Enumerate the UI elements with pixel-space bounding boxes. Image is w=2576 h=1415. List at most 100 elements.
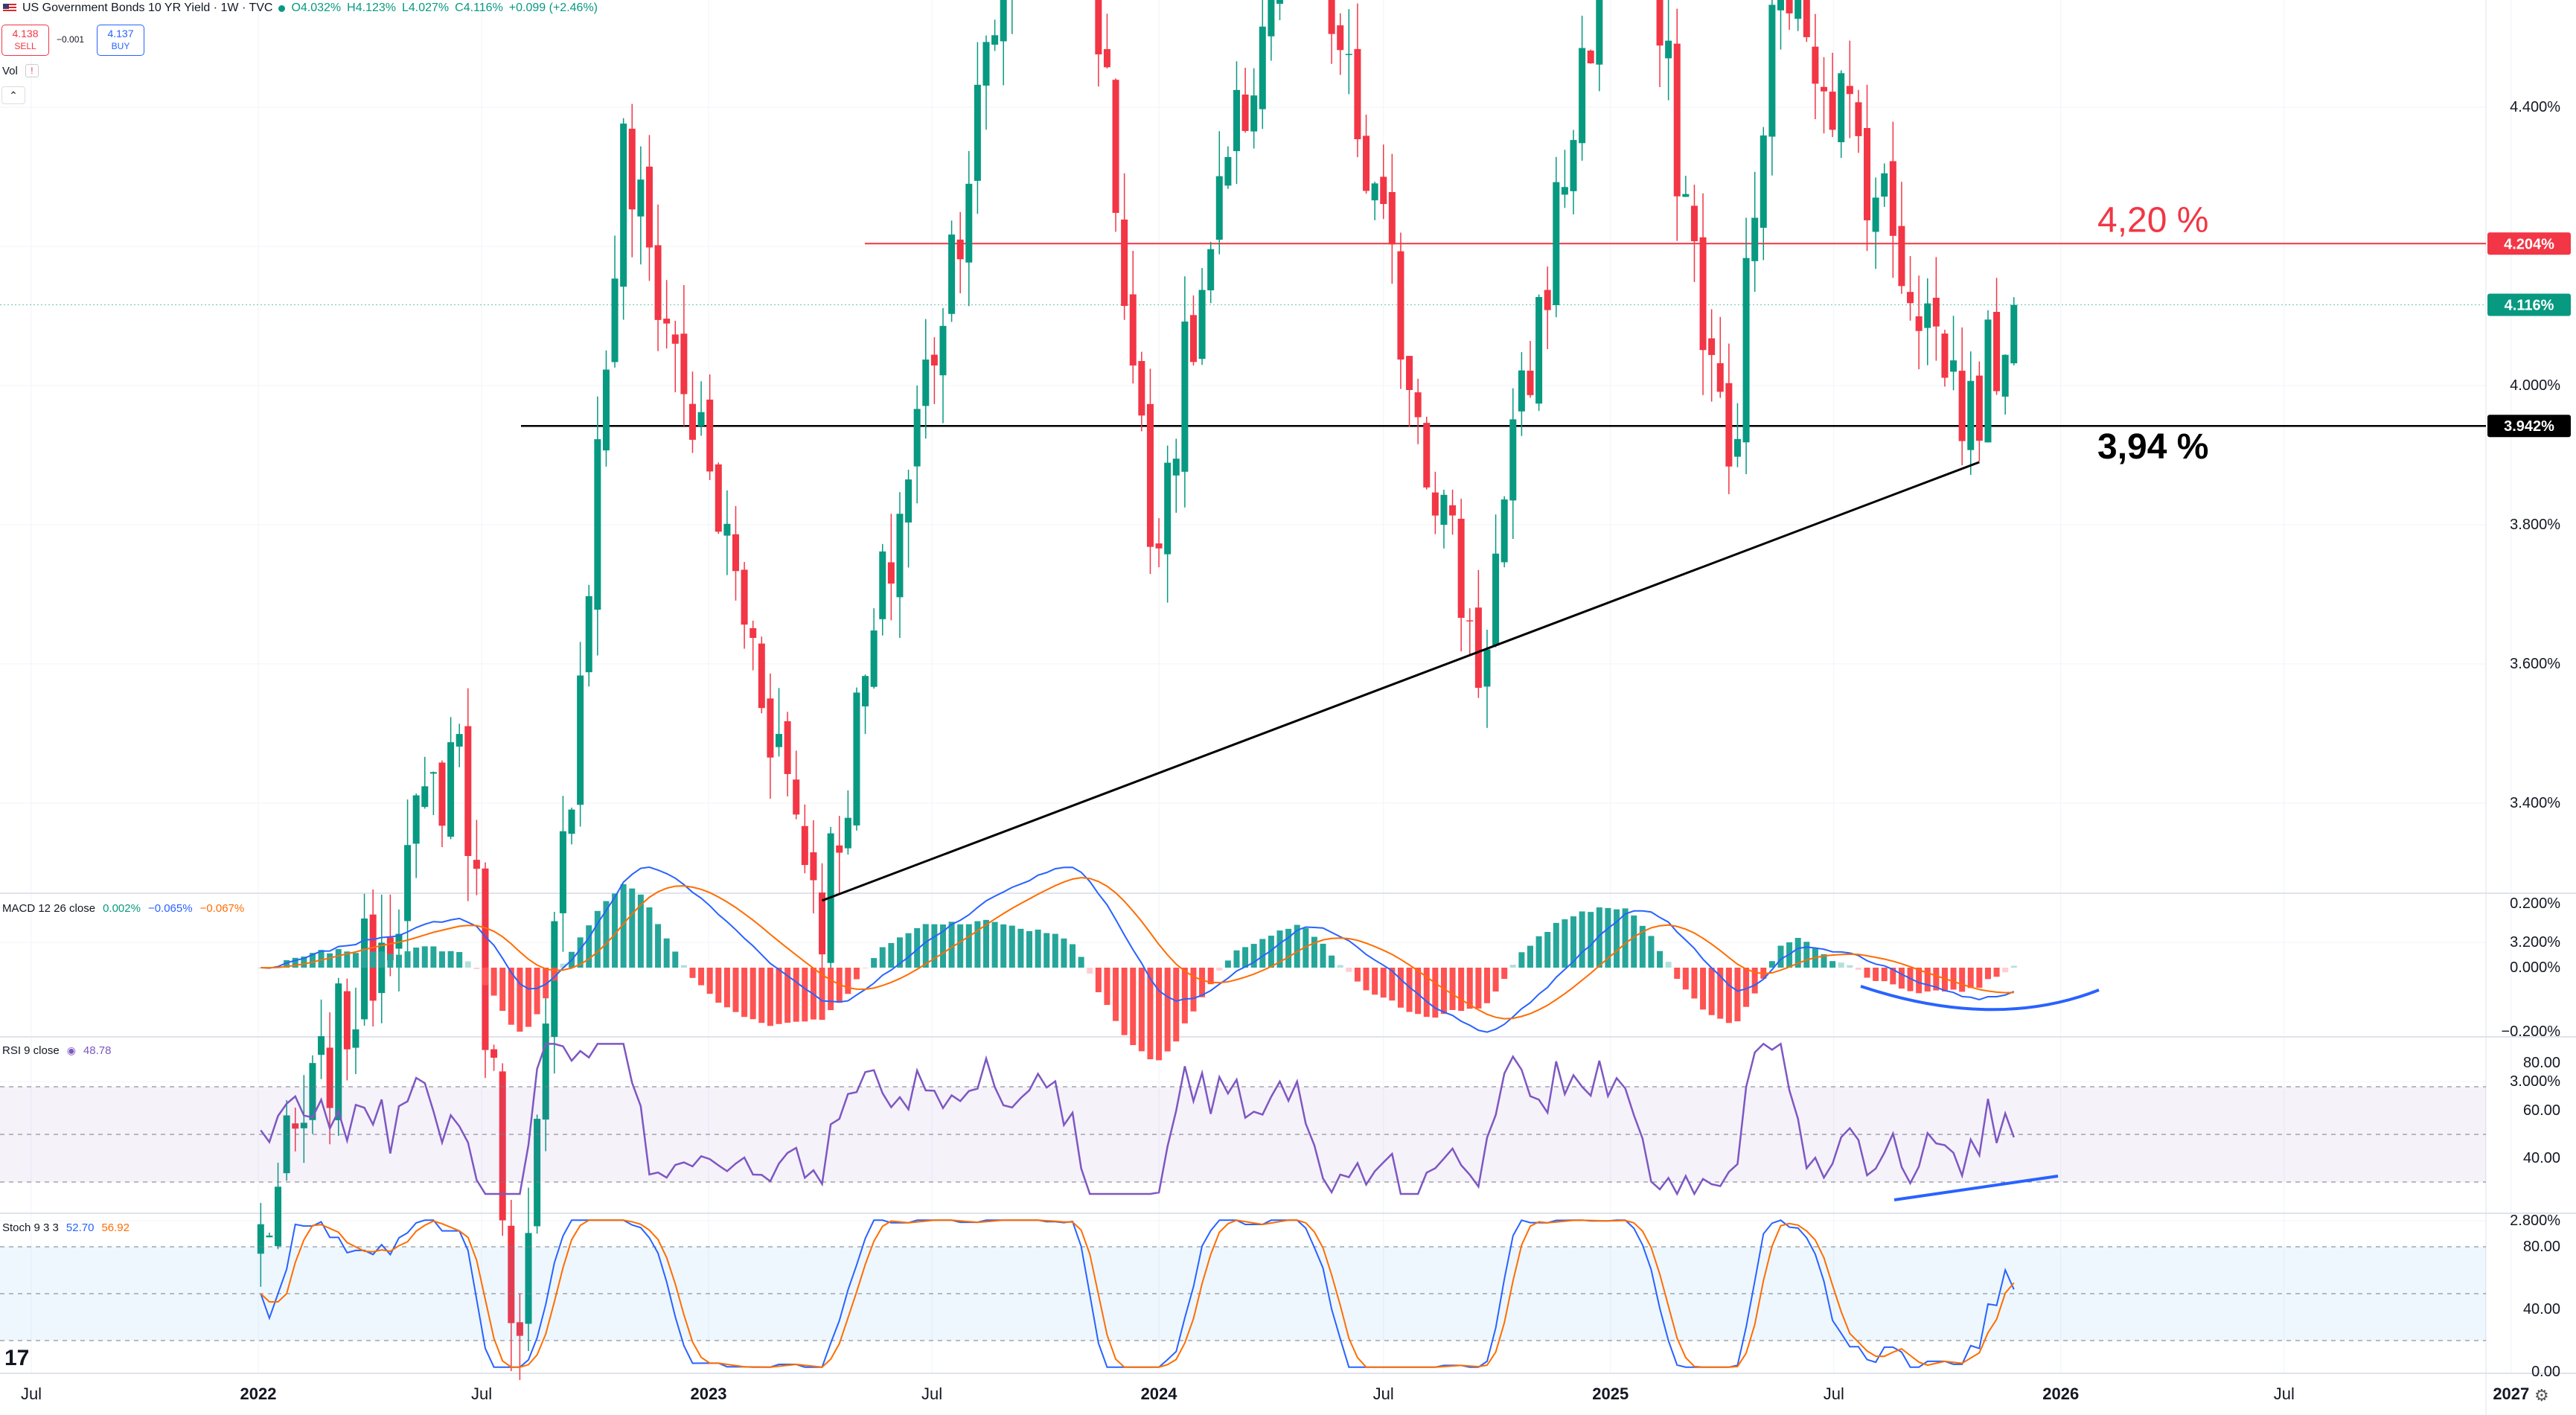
stoch-tick-label: 0.00	[2531, 1364, 2560, 1380]
candle-body	[1786, 0, 1793, 14]
candle-body	[1371, 183, 1378, 201]
macd-histogram-bar	[318, 950, 325, 968]
macd-histogram-bar	[284, 959, 290, 968]
collapse-legend-button[interactable]: ⌃	[1, 86, 25, 104]
macd-histogram-bar	[1941, 968, 1948, 991]
volume-hidden-icon[interactable]: !	[25, 64, 39, 77]
time-axis[interactable]: Jul 2022 Jul 2023 Jul 2024 Jul 2025 Jul 2026 Jul 20…	[21, 1384, 2529, 1403]
macd-histogram-bar	[1164, 968, 1171, 1052]
candle-body	[750, 627, 757, 638]
macd-histogram-bar	[1276, 930, 1283, 968]
macd-histogram-bar	[1829, 961, 1836, 968]
signal-line	[261, 877, 2014, 1020]
macd-histogram-bar	[1855, 968, 1861, 970]
macd-histogram-bar	[1458, 968, 1465, 1012]
candle-body	[1388, 192, 1396, 245]
eye-icon[interactable]: ◉	[66, 1044, 76, 1056]
candle-body	[1855, 102, 1862, 136]
macd-histogram-bar	[1700, 968, 1707, 1010]
candle-body	[1449, 505, 1457, 516]
macd-histogram-bar	[758, 968, 765, 1023]
candle-body	[283, 1115, 290, 1174]
candle-body	[1932, 298, 1940, 327]
macd-histogram-bar	[939, 924, 946, 968]
macd-histogram-bar	[888, 942, 895, 968]
candle-body	[412, 795, 420, 844]
candle-body	[1553, 182, 1560, 305]
macd-histogram-bar	[1224, 960, 1231, 968]
candle-body	[896, 514, 904, 598]
macd-histogram-bar	[1777, 945, 1784, 968]
macd-histogram-bar	[1423, 968, 1430, 1018]
candle-body	[1457, 518, 1465, 619]
candle-body	[421, 786, 429, 808]
macd-histogram-bar	[793, 968, 799, 1022]
macd-histogram-bar	[1803, 942, 1810, 968]
candle-body	[429, 772, 437, 774]
macd-histogram-bar	[447, 951, 454, 968]
time-tick-label: 2024	[1141, 1384, 1178, 1403]
candle-body	[1155, 543, 1163, 549]
macd-histogram-bar	[2010, 965, 2017, 968]
price-axis[interactable]: 5.200%5.000%4.800%4.600%4.400%4.200%4.00…	[2487, 0, 2571, 1229]
candle-body	[352, 1029, 359, 1048]
macd-histogram-bar	[534, 968, 540, 1015]
ohlc-open: O4.032%	[291, 1, 342, 14]
macd-histogram-bar	[352, 953, 359, 968]
macd-histogram-bar	[1121, 968, 1128, 1035]
candle-body	[654, 245, 662, 320]
macd-histogram-bar	[646, 907, 653, 968]
buy-button[interactable]: 4.137 BUY	[97, 25, 144, 56]
macd-histogram-bar	[1466, 968, 1473, 1009]
macd-histogram-bar	[1873, 968, 1879, 981]
candle-body	[1708, 338, 1716, 355]
macd-histogram-bar	[1078, 956, 1084, 968]
candle-body	[1958, 371, 1966, 441]
macd-histogram-bar	[1691, 968, 1698, 999]
candle-body	[1967, 380, 1975, 450]
macd-histogram-bar	[689, 968, 696, 978]
candle-body	[266, 1235, 273, 1238]
macd-histogram-bar	[767, 968, 773, 1026]
macd-histogram-bar	[370, 951, 377, 968]
candle-body	[628, 128, 636, 210]
macd-histogram-bar	[1725, 968, 1732, 1023]
stoch-d-line	[260, 1219, 2015, 1368]
sell-button[interactable]: 4.138 SELL	[1, 25, 49, 56]
candle-body	[688, 403, 696, 440]
macd-histogram-bar	[931, 924, 938, 968]
macd-histogram-bar	[1250, 944, 1257, 968]
symbol-title[interactable]: US Government Bonds 10 YR Yield · 1W · T…	[22, 1, 273, 14]
macd-histogram-bar	[655, 924, 662, 968]
macd-histogram-bar	[292, 957, 298, 968]
volume-legend: Vol !	[2, 64, 39, 77]
price-tick-label: 4.000%	[2510, 377, 2560, 394]
macd-histogram-bar	[1043, 933, 1050, 968]
price-tick-label: 4.400%	[2510, 99, 2560, 115]
macd-histogram-bar	[1095, 968, 1102, 993]
macd-histogram-bar	[1449, 968, 1456, 1010]
time-tick-label: 2027	[2493, 1384, 2529, 1403]
candle-body	[464, 726, 472, 857]
macd-tick-label: 0.000%	[2510, 959, 2560, 976]
candle-body	[1587, 50, 1594, 64]
time-tick-label: 2025	[1592, 1384, 1629, 1403]
candle-body	[516, 1322, 523, 1336]
macd-histogram-bar	[335, 949, 342, 968]
tradingview-logo[interactable]: 17	[4, 1346, 30, 1370]
settings-gear-icon[interactable]: ⚙	[2534, 1386, 2549, 1405]
support-price-badge: 3.942%	[2504, 418, 2554, 435]
stoch-legend: Stoch 9 3 3 52.70 56.92	[2, 1221, 130, 1234]
candle-body	[1345, 54, 1352, 56]
resistance-text: 4,20 %	[2097, 200, 2208, 240]
macd-value-2: −0.065%	[147, 902, 193, 915]
macd-histogram-bar	[1070, 944, 1076, 968]
macd-histogram-bar	[1475, 968, 1482, 1009]
macd-histogram-bar	[586, 925, 592, 968]
resistance-price-badge: 4.204%	[2504, 236, 2554, 252]
candle-body	[1423, 423, 1431, 488]
macd-histogram-bar	[413, 948, 420, 968]
stoch-k-value: 52.70	[65, 1221, 95, 1234]
macd-label: MACD 12 26 close	[2, 902, 96, 915]
